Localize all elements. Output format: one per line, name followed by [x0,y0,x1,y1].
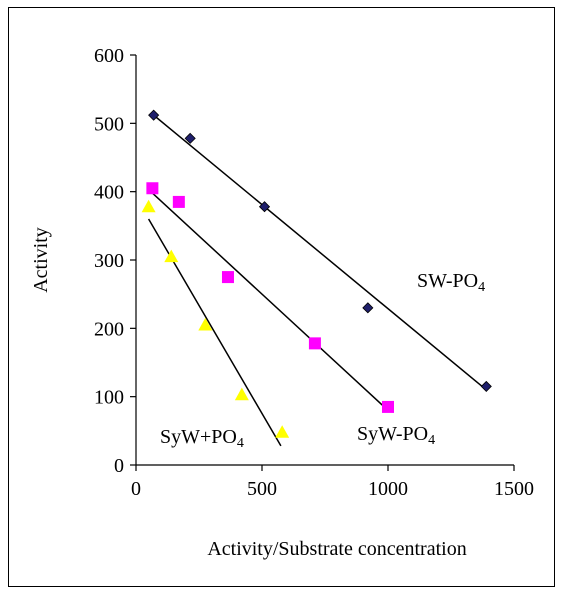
label-syw-po4: SyW-PO4 [357,423,435,448]
fit-line-series-1 [152,193,388,410]
data-point-series-1 [146,182,158,194]
fit-line-series-2 [149,219,281,446]
y-tick-label: 600 [94,45,124,67]
y-tick-label: 100 [94,387,124,409]
data-point-series-1 [173,196,185,208]
data-point-series-1 [309,337,321,349]
data-point-series-2 [164,250,178,263]
data-point-series-2 [235,388,249,401]
y-tick-label: 0 [114,455,124,477]
x-tick-label: 1000 [368,478,408,500]
x-tick-label: 0 [131,478,141,500]
y-axis-title: Activity [30,227,52,293]
data-point-series-2 [275,425,289,438]
label-syw-plus-po4: SyW+PO4 [160,426,244,451]
label-syw-po4-sub: 4 [428,433,435,448]
label-syw-po4-main: SyW-PO [357,423,428,445]
x-axis-title: Activity/Substrate concentration [207,538,466,560]
y-tick-label: 500 [94,113,124,135]
data-point-series-0 [363,303,373,313]
label-syw-plus-po4-sub: 4 [237,436,244,451]
x-tick-label: 500 [247,478,277,500]
label-sw-po4-sub: 4 [478,280,485,295]
data-point-series-2 [142,200,156,213]
label-sw-po4: SW-PO4 [417,270,485,295]
x-tick-label: 1500 [494,478,534,500]
data-point-series-1 [382,401,394,413]
data-point-series-0 [481,381,491,391]
y-tick-label: 200 [94,318,124,340]
y-tick-label: 300 [94,250,124,272]
label-sw-po4-main: SW-PO [417,270,478,292]
y-tick-label: 400 [94,182,124,204]
label-syw-plus-po4-main: SyW+PO [160,426,237,448]
data-point-series-1 [222,271,234,283]
